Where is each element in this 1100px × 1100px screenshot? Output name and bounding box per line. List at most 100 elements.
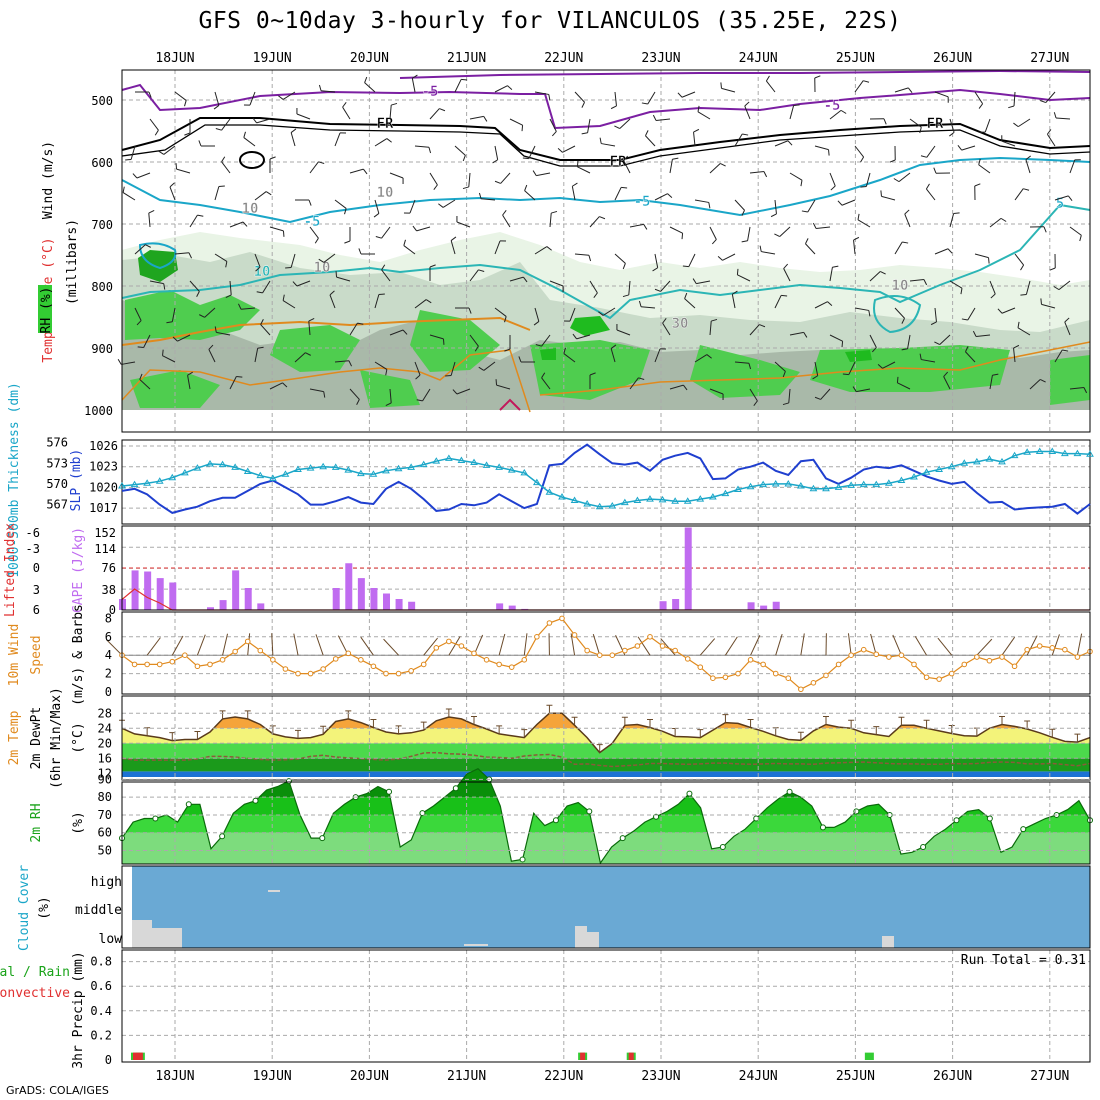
temp-axis-label-3-part: (6hr Min/Max) (49, 687, 64, 789)
wind-barb-feather (521, 125, 524, 132)
wind-barb-feather (925, 183, 930, 190)
wind-barb-feather (523, 276, 528, 283)
wind-barb-feather (957, 145, 963, 151)
wind-barb-feather (154, 129, 159, 136)
wind-barb (454, 145, 466, 156)
wind-barb (334, 199, 347, 209)
wind-barb (323, 253, 336, 263)
wind-barb-feather (622, 263, 626, 270)
wind-barb-feather (947, 248, 953, 254)
wind-barb-feather (782, 402, 789, 406)
wind-barb-feather (563, 347, 566, 354)
wind-barb-feather (502, 210, 507, 216)
contour-label: FR (610, 154, 627, 170)
wind-barb (334, 132, 341, 147)
wind-barb (747, 226, 751, 241)
wind-barb-feather (877, 363, 883, 369)
rh2m-unit-label: (%) (71, 811, 86, 834)
wind-barb-feather (990, 293, 996, 299)
contour-label: FR (927, 116, 944, 132)
wind-barb (614, 91, 617, 106)
thickness-point (281, 470, 290, 477)
wind-barb-feather (902, 241, 909, 244)
wind-barb (563, 353, 576, 363)
thickness-point (998, 457, 1006, 465)
wind-barb (456, 221, 471, 228)
wind-tick: 4 (105, 648, 112, 662)
thickness-point (143, 479, 152, 486)
wind-barb-feather (282, 382, 288, 388)
wind-barb-feather (318, 258, 325, 263)
wind-barb (656, 118, 671, 121)
wind-barb (229, 376, 237, 390)
wind-barb (934, 307, 937, 322)
wind-barb (614, 253, 626, 264)
wind-barb (909, 118, 922, 128)
wind-barb-feather (1020, 294, 1027, 296)
wind-barb-feather (208, 344, 214, 350)
rh-legend-swatch (38, 285, 52, 333)
wind-barb (805, 243, 816, 255)
date-label-bottom: 25JUN (836, 1069, 875, 1084)
wind-barb (894, 241, 903, 255)
rh-point (920, 843, 927, 850)
lifted-index-line (121, 588, 1090, 611)
thickness-point (558, 493, 566, 500)
cape-bar (332, 588, 340, 610)
wind-speed-point (760, 661, 766, 668)
wind-speed-point (131, 661, 138, 668)
contour-label: 5 (1056, 196, 1064, 212)
wind-barb (789, 331, 804, 336)
thickness-point (1035, 447, 1044, 455)
wind-barb (693, 132, 696, 147)
thickness-point (859, 480, 868, 488)
wind-barb-feather (381, 264, 386, 271)
rh-point (586, 808, 593, 815)
wind-barb-feather (282, 294, 285, 301)
wind-barb-feather (652, 267, 658, 272)
cloud-level-label: low (99, 932, 123, 947)
wind-speed-point (860, 646, 867, 653)
wind-barb-feather (920, 155, 927, 158)
wind-barb (961, 145, 976, 151)
wind-speed-point (848, 652, 854, 659)
thickness-point (734, 485, 742, 492)
pressure-tick: 600 (91, 156, 113, 170)
wind-barb (854, 80, 864, 93)
wind-barb (483, 361, 496, 371)
wind-barb-feather (551, 210, 558, 214)
wind-barb (814, 301, 828, 309)
wind-speed-point (948, 670, 955, 677)
wind-barb (414, 299, 427, 309)
wind-barb-feather (741, 210, 745, 216)
wind-barb (364, 82, 376, 93)
wind-barb (336, 276, 351, 282)
rh-point (452, 785, 459, 792)
wind-barb-feather (1025, 155, 1031, 161)
wind-speed-point (785, 675, 792, 682)
wind-barb-feather (610, 344, 617, 349)
instability-panel (121, 525, 1091, 611)
thickness-point (721, 489, 730, 497)
wind-barb (262, 280, 271, 294)
wind-barb-feather (783, 263, 789, 269)
wind-barb (1029, 379, 1041, 390)
wind-barb-feather (478, 269, 485, 272)
wind-barb-feather (391, 102, 398, 106)
precip-legend-total: Total / Rain (0, 965, 70, 980)
wind-barb-feather (533, 321, 540, 326)
wind-speed-point (596, 652, 603, 659)
thickness-point (922, 468, 931, 475)
wind-barb (909, 279, 924, 282)
cloud-axis-label-part: Cloud Cover (17, 865, 32, 951)
wind-barb-feather (880, 271, 886, 275)
wind-barb-feather (188, 252, 193, 259)
wind-speed-point (219, 657, 226, 663)
rh-point (219, 833, 226, 840)
surface-wind-barb (775, 634, 783, 656)
wind-barb-feather (385, 369, 388, 376)
wind-barb (143, 334, 151, 348)
rh-90-area (690, 345, 800, 398)
wind-barb (623, 160, 631, 174)
wind-barb-feather (308, 317, 315, 322)
